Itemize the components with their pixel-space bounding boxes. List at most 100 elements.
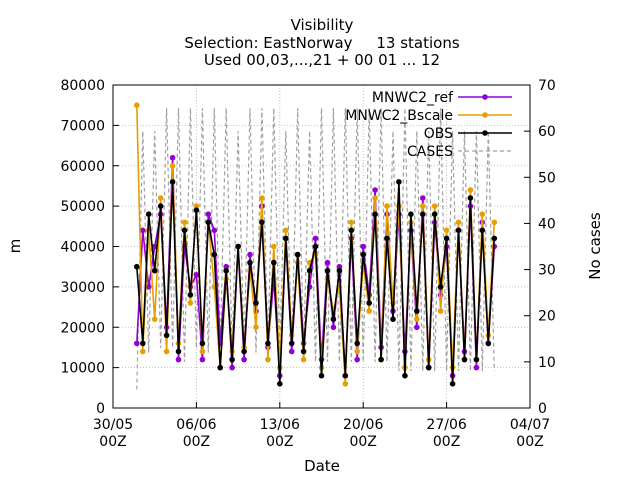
x-tick-label-hour: 00Z: [516, 434, 543, 450]
data-point-obs: [461, 356, 468, 363]
data-point-obs: [157, 203, 164, 209]
legend-label-mnwc2-bscale: MNWC2_Bscale: [345, 108, 453, 124]
data-point-mnwc2-bscale: [443, 227, 450, 234]
legend-marker-mnwc2-bscale: [482, 112, 488, 118]
data-point-mnwc2-bscale: [193, 203, 200, 209]
chart-subtitle-used: Used 00,03,...,21 + 00 01 ... 12: [204, 51, 440, 69]
data-point-mnwc2-bscale: [437, 308, 444, 314]
data-point-obs: [360, 251, 367, 258]
data-point-mnwc2-bscale: [199, 348, 206, 355]
data-point-mnwc2-bscale: [354, 348, 361, 355]
data-point-mnwc2-bscale: [372, 195, 378, 201]
legend-label-obs: OBS: [424, 126, 453, 142]
data-point-mnwc2-bscale: [479, 211, 486, 217]
data-point-obs: [187, 292, 194, 298]
data-point-mnwc2-bscale: [366, 308, 373, 314]
data-point-obs: [348, 227, 355, 234]
y2-axis-label: No cases: [586, 212, 604, 280]
y-tick-label: 30000: [60, 280, 105, 296]
data-point-mnwc2-ref: [312, 235, 319, 242]
axes: 0 10000 20000 30000 40000 50000 60000 70000 8000…: [60, 78, 555, 450]
data-point-mnwc2-bscale: [467, 187, 474, 193]
legend-marker-mnwc2-ref: [482, 94, 488, 100]
data-point-obs: [181, 227, 188, 234]
data-point-obs: [408, 211, 414, 217]
legend-label-cases: CASES: [407, 144, 453, 160]
data-point-obs: [175, 348, 182, 355]
data-point-obs: [247, 259, 253, 266]
data-point-mnwc2-ref: [473, 364, 480, 371]
data-point-obs: [283, 235, 289, 242]
data-point-mnwc2-bscale: [491, 219, 498, 226]
data-point-obs: [306, 267, 313, 274]
data-point-mnwc2-bscale: [151, 316, 158, 323]
data-point-mnwc2-ref: [324, 259, 331, 266]
data-point-mnwc2-ref: [414, 324, 420, 331]
y-tick-label: 80000: [60, 78, 105, 94]
data-point-mnwc2-bscale: [134, 102, 140, 108]
x-tick-label-date: 06/06: [176, 417, 216, 433]
x-tick-label-hour: 00Z: [99, 434, 126, 450]
data-point-mnwc2-ref: [241, 356, 247, 363]
x-tick-label-date: 04/07: [510, 417, 550, 433]
data-point-obs: [342, 372, 349, 379]
data-point-obs: [193, 207, 200, 213]
data-point-mnwc2-ref: [134, 340, 140, 347]
data-series: [134, 102, 498, 387]
data-point-mnwc2-ref: [420, 195, 426, 201]
data-point-obs: [372, 211, 378, 217]
data-point-obs: [253, 300, 259, 306]
data-point-mnwc2-bscale: [163, 348, 170, 355]
legend-label-mnwc2-ref: MNWC2_ref: [372, 90, 454, 106]
data-point-obs: [324, 267, 331, 274]
data-point-mnwc2-bscale: [348, 219, 355, 226]
y-tick-label: 60000: [60, 159, 105, 175]
data-point-obs: [265, 340, 271, 347]
x-tick-label-date: 20/06: [343, 417, 383, 433]
data-point-obs: [396, 179, 402, 185]
data-point-mnwc2-bscale: [140, 348, 146, 355]
data-point-obs: [431, 211, 438, 217]
data-point-obs: [163, 332, 170, 339]
data-point-obs: [294, 251, 301, 258]
y2-tick-label: 40: [538, 216, 556, 232]
data-point-mnwc2-bscale: [342, 381, 349, 387]
chart-title: Visibility: [291, 16, 354, 34]
data-point-obs: [277, 381, 283, 387]
y2-tick-label: 60: [538, 124, 556, 140]
data-point-mnwc2-ref: [223, 263, 229, 270]
x-tick-label-hour: 00Z: [266, 434, 293, 450]
data-point-obs: [217, 364, 223, 371]
data-point-obs: [437, 284, 444, 290]
data-point-mnwc2-ref: [205, 211, 212, 217]
data-point-obs: [205, 219, 212, 226]
data-point-obs: [330, 316, 337, 323]
data-point-mnwc2-ref: [211, 227, 218, 234]
y2-tick-label: 20: [538, 309, 556, 325]
data-point-mnwc2-ref: [288, 348, 295, 355]
y2-tick-label: 0: [538, 401, 547, 417]
x-tick-label-hour: 00Z: [183, 434, 210, 450]
data-point-mnwc2-ref: [360, 243, 367, 250]
data-point-mnwc2-bscale: [157, 195, 164, 201]
y2-tick-label: 30: [538, 263, 556, 279]
data-point-mnwc2-bscale: [187, 300, 194, 306]
data-point-obs: [140, 340, 146, 347]
data-point-obs: [229, 356, 235, 363]
data-point-mnwc2-bscale: [259, 195, 265, 201]
data-point-mnwc2-bscale: [455, 219, 462, 226]
data-point-mnwc2-ref: [145, 284, 152, 290]
data-point-mnwc2-ref: [336, 263, 343, 270]
data-point-obs: [443, 235, 450, 242]
data-point-obs: [288, 340, 295, 347]
data-point-obs: [354, 340, 361, 347]
data-point-obs: [312, 243, 319, 250]
data-point-obs: [425, 364, 432, 371]
data-point-mnwc2-bscale: [300, 356, 307, 363]
data-point-obs: [402, 372, 408, 379]
data-point-obs: [145, 211, 152, 217]
y-tick-label: 40000: [60, 240, 105, 256]
x-tick-label-date: 13/06: [260, 417, 300, 433]
series-line-cases: [136, 108, 495, 390]
